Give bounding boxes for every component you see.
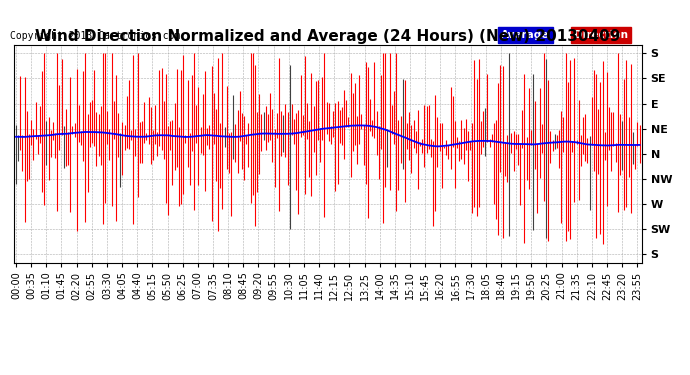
Text: Copyright 2013 Cartronics.com: Copyright 2013 Cartronics.com [10, 32, 181, 41]
Text: Average: Average [502, 30, 550, 40]
Title: Wind Direction Normalized and Average (24 Hours) (New) 20130409: Wind Direction Normalized and Average (2… [35, 29, 620, 44]
Text: Direction: Direction [574, 30, 628, 40]
